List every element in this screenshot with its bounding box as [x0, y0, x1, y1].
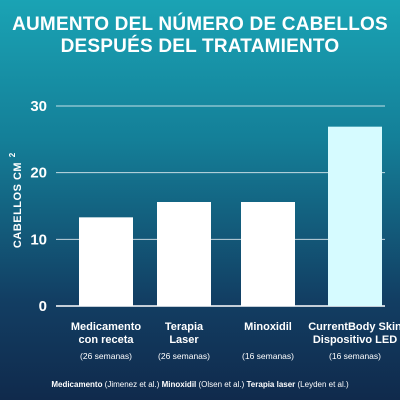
chart-title: AUMENTO DEL NÚMERO DE CABELLOS DESPUÉS D…	[0, 14, 400, 58]
duration-label-1: (26 semanas)	[158, 351, 210, 361]
y-tick-label-20: 20	[30, 165, 47, 182]
category-label-0-line-0: Medicamento	[71, 321, 142, 333]
citation-laser-name: Terapia laser	[246, 380, 296, 389]
y-tick-label-10: 10	[30, 231, 47, 248]
duration-label-3: (16 semanas)	[329, 351, 381, 361]
bar-2	[241, 202, 295, 306]
footer-citations: Medicamento (Jimenez et al.) Minoxidil (…	[0, 380, 400, 389]
y-axis-label: CABELLOS CM	[12, 162, 24, 248]
bar-1	[157, 202, 211, 306]
citation-medicamento-name: Medicamento	[51, 380, 103, 389]
category-label-1-line-0: Terapia	[165, 321, 204, 333]
citation-minoxidil-source: (Olsen et al.)	[196, 380, 247, 389]
y-tick-label-0: 0	[39, 298, 47, 315]
category-label-3-line-1: Dispositivo LED	[313, 334, 397, 346]
category-label-0-line-1: con receta	[78, 334, 134, 346]
category-label-3-line-0: CurrentBody Skin	[308, 321, 400, 333]
bar-3	[328, 126, 382, 307]
y-axis-label-superscript: 2	[8, 152, 17, 157]
category-label-1-line-1: Laser	[169, 334, 199, 346]
bar-0	[79, 217, 133, 306]
citation-minoxidil-name: Minoxidil	[161, 380, 197, 389]
duration-label-2: (16 semanas)	[242, 351, 294, 361]
chart-title-line-2: DESPUÉS DEL TRATAMIENTO	[60, 36, 340, 57]
duration-label-0: (26 semanas)	[80, 351, 132, 361]
citation-medicamento-source: (Jimenez et al.)	[102, 380, 162, 389]
chart-title-line-1: AUMENTO DEL NÚMERO DE CABELLOS	[12, 14, 388, 35]
y-tick-label-30: 30	[30, 98, 47, 115]
category-label-2-line-0: Minoxidil	[244, 321, 292, 333]
citation-laser-source: (Leyden et al.)	[295, 380, 349, 389]
